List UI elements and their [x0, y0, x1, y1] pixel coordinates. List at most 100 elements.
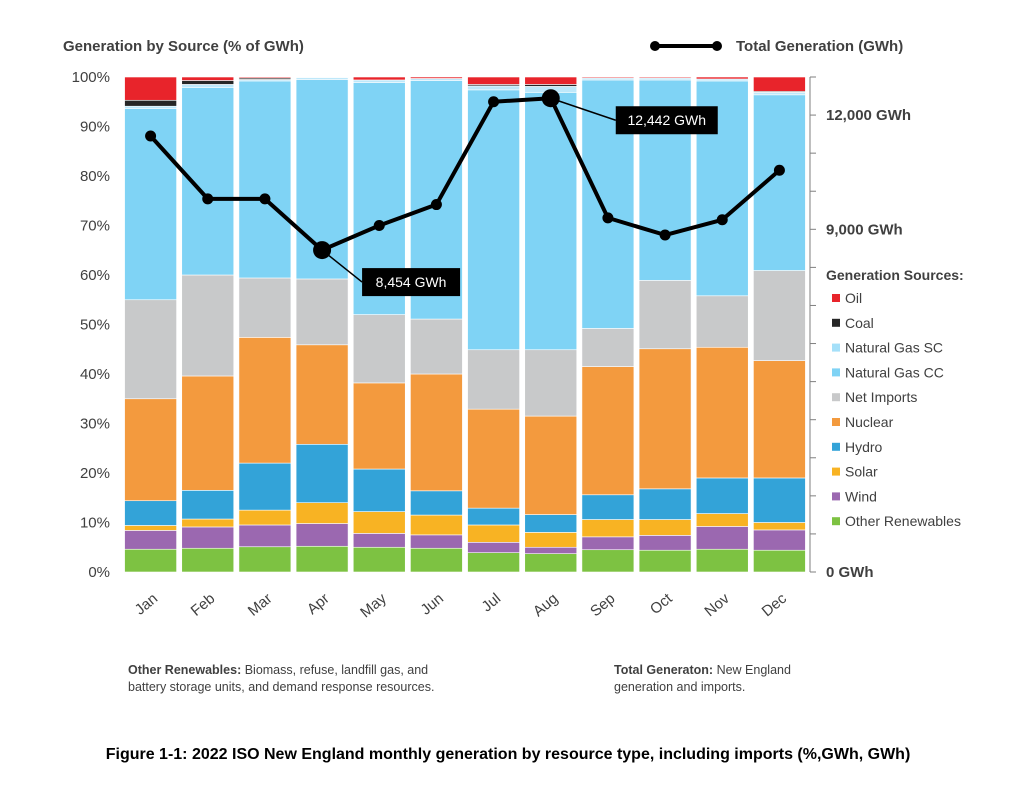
bar-segment-natural-gas-cc	[238, 80, 292, 279]
bar-segment-natural-gas-sc	[124, 105, 177, 109]
bar-segment-hydro	[581, 494, 635, 520]
legend-swatch	[832, 343, 840, 352]
bar-segment-nuclear	[181, 375, 235, 491]
month-label: Mar	[245, 590, 276, 620]
bar-segment-wind	[124, 530, 177, 550]
left-tick-label: 50%	[80, 317, 110, 334]
bar-segment-hydro	[753, 477, 806, 523]
total-generation-point	[430, 199, 442, 211]
bar-segment-natural-gas-sc	[467, 85, 520, 91]
bar-segment-hydro	[638, 488, 692, 520]
bar-segment-natural-gas-sc	[753, 92, 806, 96]
bar-segment-wind	[581, 536, 635, 551]
month-label: Sep	[587, 590, 618, 620]
bar-segment-net-imports	[295, 278, 349, 346]
callout-box	[362, 268, 461, 297]
bar-segment-natural-gas-cc	[753, 94, 806, 271]
bar-segment-nuclear	[352, 382, 406, 470]
month-label: May	[357, 590, 390, 622]
bar-segment-hydro	[695, 477, 749, 514]
bar-segment-other-renewables	[238, 546, 292, 573]
bar-segment-solar	[753, 522, 806, 531]
month-label: Dec	[759, 590, 791, 620]
total-generation-point	[145, 130, 157, 142]
bar-segment-wind	[638, 535, 692, 551]
total-generation-point	[373, 220, 385, 231]
left-axis-title: Generation by Source (% of GWh)	[63, 38, 304, 55]
line-legend-dot-left	[650, 41, 660, 51]
bar-segment-net-imports	[467, 349, 520, 410]
bar-segment-hydro	[524, 514, 578, 533]
figure-caption: Figure 1-1: 2022 ISO New England monthly…	[105, 746, 911, 763]
bar-segment-hydro	[124, 500, 177, 526]
legend-swatch	[832, 517, 840, 526]
bar-segment-wind	[352, 533, 406, 548]
bar-segment-nuclear	[638, 348, 692, 490]
bar-segment-natural-gas-sc	[352, 79, 406, 83]
callouts: 8,454 GWh 12,442 GWh	[321, 97, 718, 297]
bar-segment-coal	[124, 99, 177, 107]
bar-segment-nuclear	[467, 408, 520, 509]
bar-segment-other-renewables	[295, 545, 349, 573]
legend-swatch	[832, 318, 840, 327]
bar-segment-oil	[753, 76, 806, 92]
callout-box	[615, 106, 718, 135]
bar-segment-net-imports	[410, 318, 463, 375]
left-tick-label: 20%	[80, 465, 110, 482]
total-generation-point	[716, 214, 728, 226]
legend-swatch	[832, 368, 840, 377]
bar-segment-oil	[238, 76, 292, 79]
legend-swatch	[832, 393, 840, 402]
note-left-text-2: battery storage units, and demand respon…	[128, 680, 435, 694]
sources-legend: Generation Sources: Oil Coal Natural Gas SC…	[826, 267, 964, 529]
legend-label: Natural Gas SC	[845, 340, 943, 356]
total-generation-point	[488, 96, 500, 108]
bar-segment-natural-gas-cc	[467, 89, 520, 351]
bar-segment-other-renewables	[410, 547, 463, 573]
line-legend-label: Total Generation (GWh)	[736, 38, 903, 55]
bar-segment-oil	[124, 76, 177, 101]
callout-label: 8,454 GWh	[376, 274, 447, 290]
bar-segment-hydro	[410, 490, 463, 516]
left-tick-label: 60%	[80, 267, 110, 284]
left-tick-label: 10%	[80, 515, 110, 532]
bar-segment-solar	[467, 524, 520, 543]
bar-segment-solar	[181, 518, 235, 528]
month-label: Jun	[418, 590, 447, 619]
total-generation-point	[202, 193, 214, 205]
bar-segment-wind	[467, 541, 520, 553]
total-generation-point	[659, 229, 671, 241]
bar-segment-other-renewables	[638, 549, 692, 573]
bar-segment-hydro	[295, 443, 349, 504]
callout-leader	[321, 249, 363, 283]
legend-label: Hydro	[845, 439, 883, 455]
total-generation-note: Total Generaton: New England generation …	[614, 662, 854, 696]
bar-segment-wind	[181, 526, 235, 549]
month-label: Aug	[530, 590, 561, 620]
other-renewables-note: Other Renewables: Biomass, refuse, landf…	[128, 662, 548, 696]
bar-segment-coal	[181, 80, 235, 85]
bar-segment-solar	[295, 502, 349, 524]
legend-label: Natural Gas CC	[845, 364, 944, 380]
bar-segment-solar	[238, 509, 292, 526]
callout-leader	[550, 97, 616, 121]
bar-segment-net-imports	[352, 314, 406, 384]
bar-segment-other-renewables	[352, 546, 406, 573]
bar-segment-other-renewables	[181, 547, 235, 573]
bar-segment-oil	[181, 76, 235, 81]
bar-segment-oil	[581, 76, 635, 79]
bar-segment-nuclear	[238, 337, 292, 464]
left-tick-label: 30%	[80, 416, 110, 433]
bar-segment-wind	[410, 534, 463, 549]
left-axis: 0% 10% 20% 30% 40% 50% 60% 70% 80% 90% 100%	[72, 69, 110, 581]
month-label: Apr	[304, 590, 333, 618]
bar-segment-net-imports	[753, 270, 806, 361]
bar-segment-net-imports	[238, 277, 292, 338]
month-label: Jan	[132, 590, 161, 619]
bar-segment-solar	[410, 514, 463, 536]
note-right-text-2: generation and imports.	[614, 680, 746, 694]
bar-segment-solar	[695, 513, 749, 527]
bar-segment-net-imports	[124, 299, 177, 400]
legend-swatch	[832, 467, 840, 476]
legend-label: Wind	[845, 488, 877, 504]
